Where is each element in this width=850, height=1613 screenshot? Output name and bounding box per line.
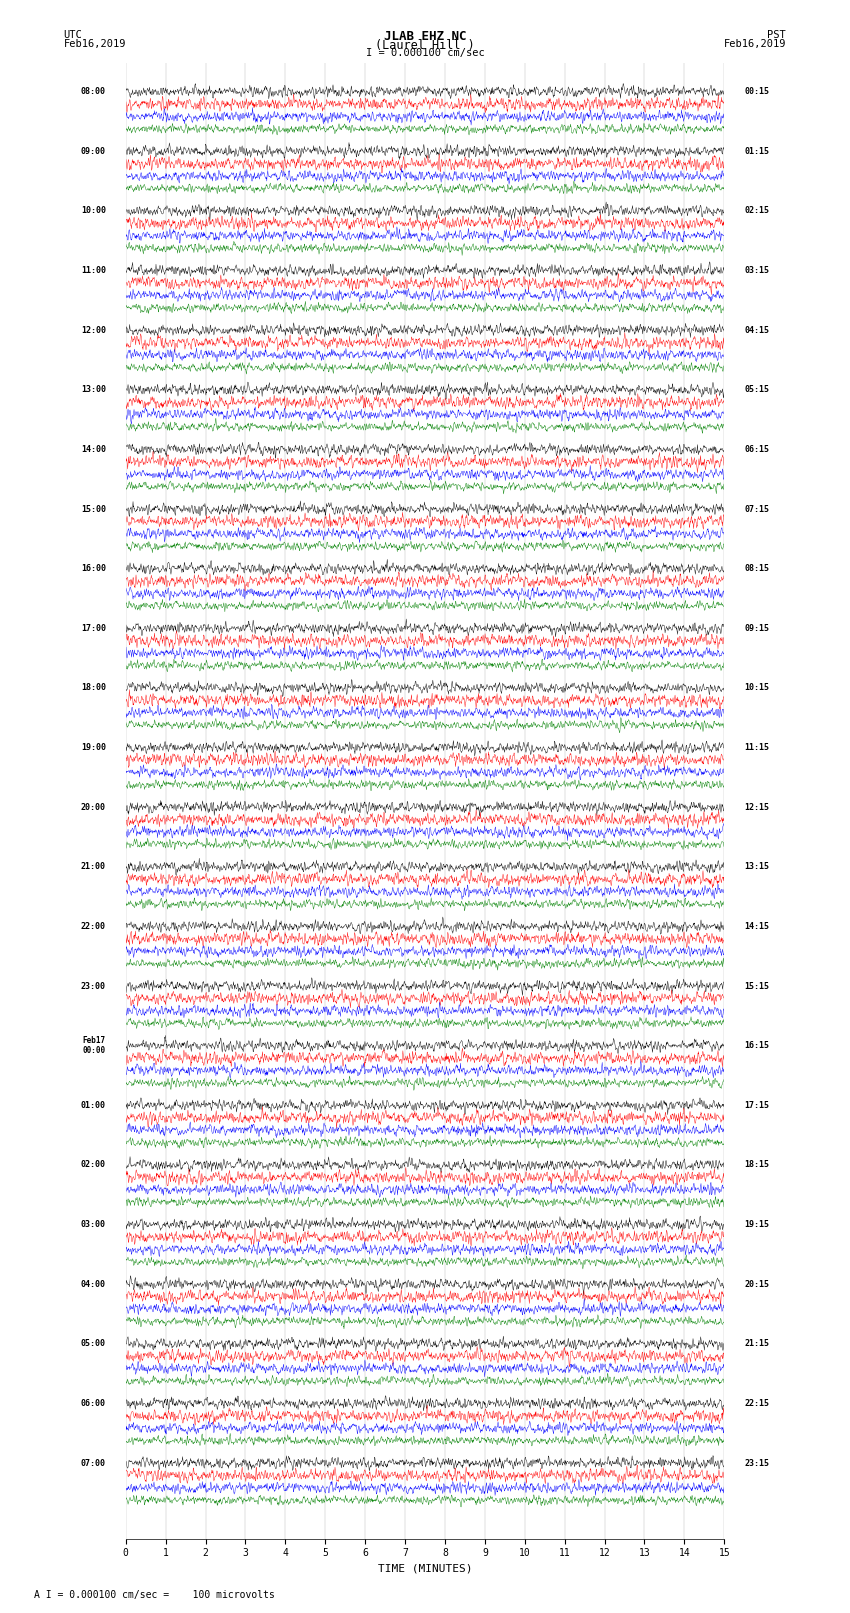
Text: 10:00: 10:00 [81, 206, 105, 216]
Text: 08:00: 08:00 [81, 87, 105, 97]
Text: UTC: UTC [64, 31, 82, 40]
Text: 07:15: 07:15 [745, 505, 769, 513]
Text: 16:15: 16:15 [745, 1040, 769, 1050]
Text: 17:00: 17:00 [81, 624, 105, 632]
Text: 20:15: 20:15 [745, 1279, 769, 1289]
Text: Feb17
00:00: Feb17 00:00 [82, 1036, 105, 1055]
Text: 18:15: 18:15 [745, 1160, 769, 1169]
Text: 13:15: 13:15 [745, 863, 769, 871]
Text: 02:00: 02:00 [81, 1160, 105, 1169]
Text: 23:15: 23:15 [745, 1458, 769, 1468]
Text: (Laurel Hill ): (Laurel Hill ) [375, 39, 475, 52]
Text: 22:00: 22:00 [81, 923, 105, 931]
Text: 21:00: 21:00 [81, 863, 105, 871]
Text: 09:00: 09:00 [81, 147, 105, 156]
X-axis label: TIME (MINUTES): TIME (MINUTES) [377, 1565, 473, 1574]
Text: 12:15: 12:15 [745, 803, 769, 811]
Text: 19:00: 19:00 [81, 744, 105, 752]
Text: 17:15: 17:15 [745, 1100, 769, 1110]
Text: 18:00: 18:00 [81, 684, 105, 692]
Text: 11:15: 11:15 [745, 744, 769, 752]
Text: A I = 0.000100 cm/sec =    100 microvolts: A I = 0.000100 cm/sec = 100 microvolts [34, 1590, 275, 1600]
Text: 06:00: 06:00 [81, 1398, 105, 1408]
Text: 14:15: 14:15 [745, 923, 769, 931]
Text: JLAB EHZ NC: JLAB EHZ NC [383, 31, 467, 44]
Text: 23:00: 23:00 [81, 982, 105, 990]
Text: 03:15: 03:15 [745, 266, 769, 276]
Text: 05:15: 05:15 [745, 386, 769, 394]
Text: 21:15: 21:15 [745, 1339, 769, 1348]
Text: 20:00: 20:00 [81, 803, 105, 811]
Text: 12:00: 12:00 [81, 326, 105, 334]
Text: 15:00: 15:00 [81, 505, 105, 513]
Text: 07:00: 07:00 [81, 1458, 105, 1468]
Text: 05:00: 05:00 [81, 1339, 105, 1348]
Text: 04:15: 04:15 [745, 326, 769, 334]
Text: 22:15: 22:15 [745, 1398, 769, 1408]
Text: 15:15: 15:15 [745, 982, 769, 990]
Text: Feb16,2019: Feb16,2019 [64, 39, 127, 48]
Text: 09:15: 09:15 [745, 624, 769, 632]
Text: 01:15: 01:15 [745, 147, 769, 156]
Text: 13:00: 13:00 [81, 386, 105, 394]
Text: 08:15: 08:15 [745, 565, 769, 573]
Text: 11:00: 11:00 [81, 266, 105, 276]
Text: 04:00: 04:00 [81, 1279, 105, 1289]
Text: 00:15: 00:15 [745, 87, 769, 97]
Text: Feb16,2019: Feb16,2019 [723, 39, 786, 48]
Text: 19:15: 19:15 [745, 1219, 769, 1229]
Text: 10:15: 10:15 [745, 684, 769, 692]
Text: 14:00: 14:00 [81, 445, 105, 453]
Text: 02:15: 02:15 [745, 206, 769, 216]
Text: 16:00: 16:00 [81, 565, 105, 573]
Text: PST: PST [768, 31, 786, 40]
Text: 06:15: 06:15 [745, 445, 769, 453]
Text: 03:00: 03:00 [81, 1219, 105, 1229]
Text: I = 0.000100 cm/sec: I = 0.000100 cm/sec [366, 47, 484, 58]
Text: 01:00: 01:00 [81, 1100, 105, 1110]
